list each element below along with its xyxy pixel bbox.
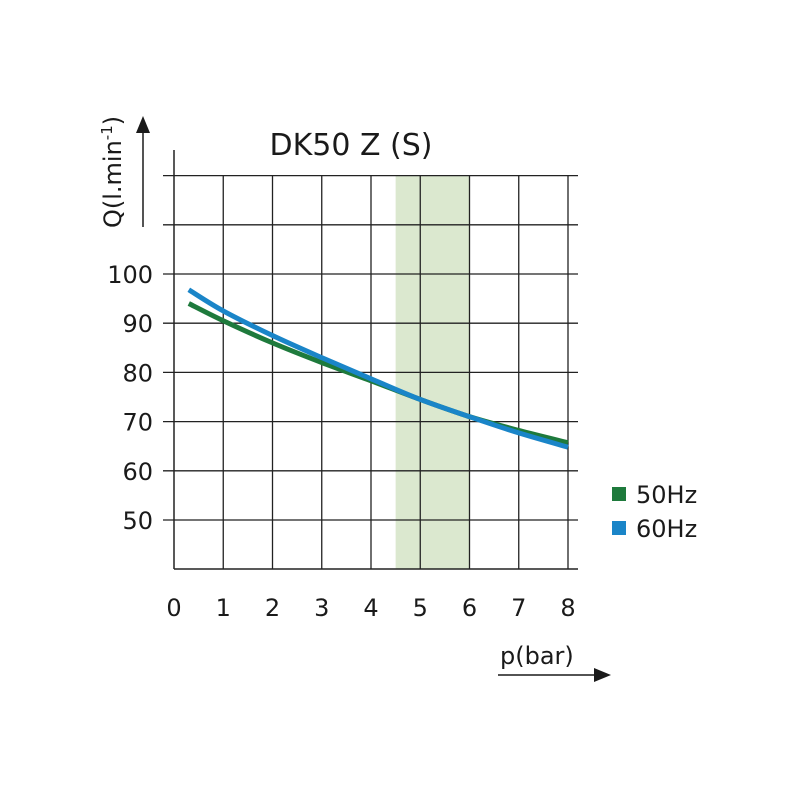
y-axis-label-group: Q(l.min-1)	[98, 116, 127, 228]
x-axis-arrow-icon	[594, 668, 611, 682]
chart-title: DK50 Z (S)	[269, 128, 432, 163]
y-axis-label-close: )	[99, 116, 127, 125]
x-tick-label: 2	[265, 594, 280, 622]
x-tick-label: 7	[511, 594, 526, 622]
tick-labels: 0 1 2 3 4 5 6 7 8 50 60 70 80 90 100	[107, 261, 575, 622]
x-tick-label: 4	[363, 594, 378, 622]
axes	[173, 150, 578, 570]
series-lines	[187, 287, 569, 450]
y-axis-label-superscript: -1	[98, 125, 116, 140]
y-tick-label: 100	[107, 261, 153, 289]
svg-text:Q(l.min-1): Q(l.min-1)	[98, 116, 127, 228]
x-tick-label: 3	[314, 594, 329, 622]
legend-swatch-50hz	[612, 487, 626, 501]
legend-label-50hz: 50Hz	[636, 481, 697, 509]
series-line-60hz	[187, 287, 569, 450]
x-axis-label: p(bar)	[500, 642, 574, 670]
x-tick-label: 1	[216, 594, 231, 622]
x-tick-label: 0	[166, 594, 181, 622]
y-axis-arrow-icon	[136, 116, 150, 133]
y-tick-label: 80	[122, 359, 153, 387]
y-axis-label: Q(l.min	[99, 140, 127, 228]
x-tick-label: 8	[560, 594, 575, 622]
y-tick-label: 60	[122, 458, 153, 486]
legend-label-60hz: 60Hz	[636, 515, 697, 543]
y-tick-label: 50	[122, 507, 153, 535]
y-tick-label: 90	[122, 310, 153, 338]
x-tick-label: 6	[462, 594, 477, 622]
legend-swatch-60hz	[612, 521, 626, 535]
grid	[163, 174, 578, 569]
x-tick-label: 5	[413, 594, 428, 622]
y-tick-label: 70	[122, 409, 153, 437]
